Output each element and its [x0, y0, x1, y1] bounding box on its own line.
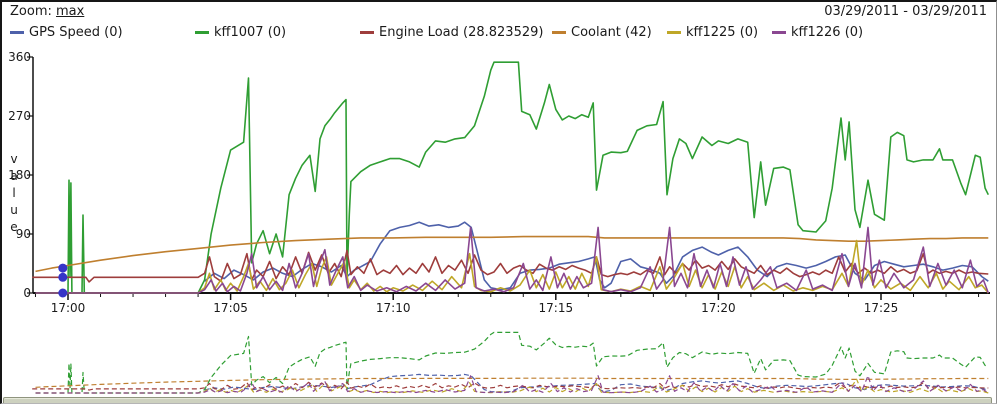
legend-label: kff1226 (0) — [791, 25, 864, 40]
x-tick-label: 17:25 — [864, 301, 899, 315]
y-tick-label: 270 — [8, 109, 31, 123]
legend-label: kff1225 (0) — [686, 25, 759, 40]
zoom-label: Zoom: — [10, 4, 52, 19]
x-tick-label: 17:20 — [701, 301, 736, 315]
legend-item-gps-speed: GPS Speed (0) — [10, 25, 123, 40]
y-tick-label: 180 — [8, 168, 31, 182]
legend-label: kff1007 (0) — [214, 25, 287, 40]
series-kff1226 — [35, 226, 990, 294]
zoom-control: Zoom: max — [10, 4, 84, 19]
main-plot-area[interactable] — [33, 57, 990, 293]
y-tick-label: 360 — [8, 50, 31, 64]
legend-label: Coolant (42) — [571, 25, 652, 40]
kff1226-swatch-icon — [772, 31, 786, 34]
x-tick-label: 17:15 — [539, 301, 574, 315]
legend-item-engine-load: Engine Load (28.823529) — [360, 25, 543, 40]
kff1007-swatch-icon — [195, 31, 209, 34]
y-axis-title: value — [7, 152, 21, 237]
y-tick-label: 90 — [16, 227, 31, 241]
legend-item-kff1007: kff1007 (0) — [195, 25, 286, 40]
gps-speed-swatch-icon — [10, 31, 24, 34]
legend-item-kff1225: kff1225 (0) — [667, 25, 758, 40]
x-tick-label: 17:00 — [51, 301, 86, 315]
y-tick-label: 0 — [23, 286, 31, 300]
legend-label: Engine Load (28.823529) — [379, 25, 544, 40]
gps-point-marker — [58, 288, 68, 298]
overview-range-selector[interactable] — [33, 325, 990, 395]
horizontal-scrollbar[interactable] — [3, 397, 992, 403]
legend-label: GPS Speed (0) — [29, 25, 123, 40]
overview-series-kff1007 — [35, 331, 989, 394]
x-tick-label: 17:10 — [376, 301, 411, 315]
x-tick-label: 17:05 — [213, 301, 248, 315]
date-range: 03/29/2011 - 03/29/2011 — [824, 4, 987, 19]
zoom-level-link[interactable]: max — [56, 4, 85, 19]
coolant-swatch-icon — [552, 31, 566, 34]
overview-series-kff1226 — [35, 375, 989, 394]
gps-point-marker — [58, 263, 68, 273]
series-coolant — [35, 235, 989, 273]
series-kff1007 — [35, 61, 990, 294]
kff1225-swatch-icon — [667, 31, 681, 34]
legend-item-kff1226: kff1226 (0) — [772, 25, 863, 40]
engine-load-swatch-icon — [360, 31, 374, 34]
gps-point-marker — [58, 272, 68, 282]
overview-series-coolant — [35, 377, 989, 388]
legend-item-coolant: Coolant (42) — [552, 25, 652, 40]
